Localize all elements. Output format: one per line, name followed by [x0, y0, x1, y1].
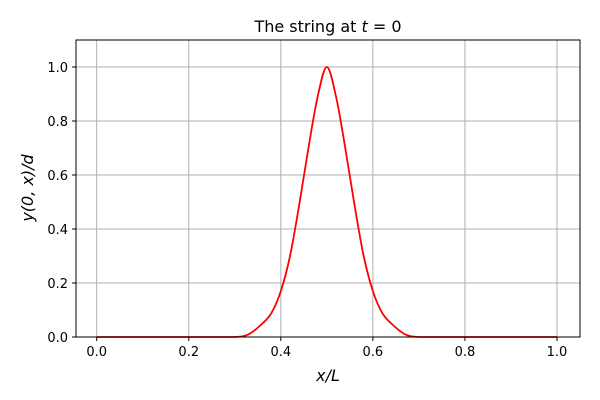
- series-line: [96, 66, 557, 338]
- y-tick-label: 0.6: [47, 169, 68, 184]
- y-axis-label: y(0, x)/d: [18, 154, 37, 223]
- y-tick-label: 0.2: [47, 277, 68, 292]
- y-tick-label: 1.0: [47, 61, 68, 76]
- x-tick-label: 0.4: [270, 345, 291, 360]
- x-tick-label: 0.2: [178, 345, 199, 360]
- y-tick-label: 0.0: [47, 331, 68, 346]
- y-tick-label: 0.8: [47, 115, 68, 130]
- x-tick-label: 0.0: [86, 345, 107, 360]
- title-prefix: The string at: [253, 17, 361, 36]
- plot-frame: [75, 39, 581, 338]
- y-tick-label: 0.4: [47, 223, 68, 238]
- ticks: 0.0 0.2 0.4 0.6 0.8 1.0 0.0 0.2 0.4 0.6 0.8 1.0: [47, 61, 567, 360]
- x-tick-label: 1.0: [547, 345, 568, 360]
- plot-area: [96, 66, 557, 338]
- title-math: t: [361, 17, 368, 36]
- chart-title: The string at t = 0: [253, 17, 401, 36]
- x-tick-label: 0.6: [363, 345, 384, 360]
- title-suffix: = 0: [368, 17, 402, 36]
- x-axis-label: x/L: [315, 366, 340, 385]
- x-tick-label: 0.8: [455, 345, 476, 360]
- grid: [76, 40, 580, 338]
